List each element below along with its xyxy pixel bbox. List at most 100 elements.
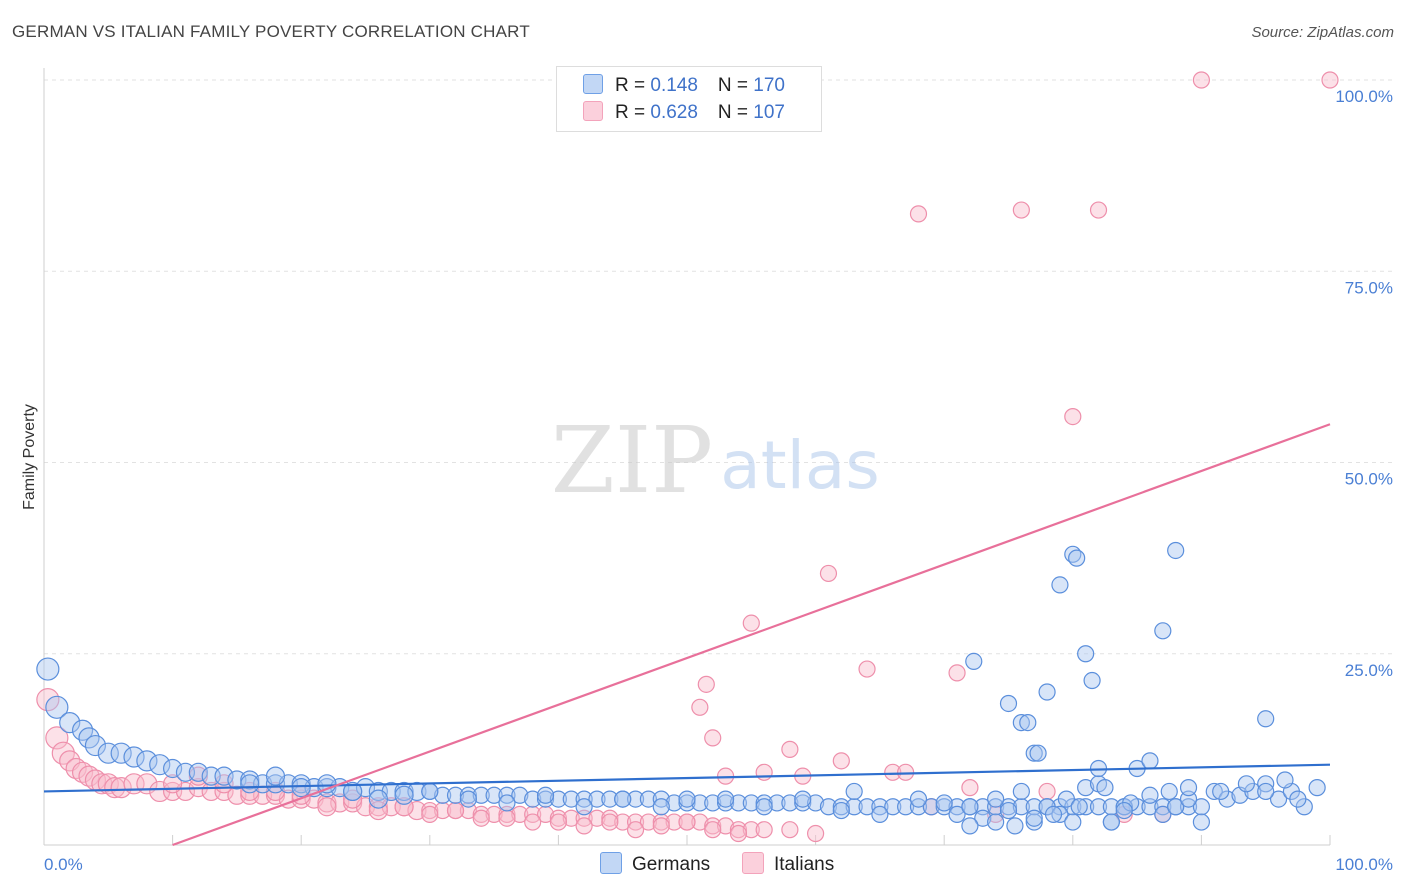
italian-point <box>626 821 645 839</box>
german-point <box>163 758 183 779</box>
italian-point <box>697 675 715 693</box>
german-point <box>1167 541 1185 560</box>
german-n-label: N = <box>717 75 754 96</box>
german-point <box>665 794 683 812</box>
italian-point <box>394 797 414 817</box>
italian-point <box>716 817 735 835</box>
german-r-value: 0.148 <box>650 75 698 96</box>
italian-point <box>472 809 490 827</box>
german-point <box>1044 805 1063 824</box>
german-point <box>1019 713 1037 732</box>
italian-point <box>317 797 337 817</box>
italian-point <box>1038 782 1056 801</box>
italian-point <box>421 805 439 824</box>
germans-legend-label: Germans <box>632 854 711 875</box>
italian-point <box>1064 408 1082 426</box>
x-tick-labels: 0.0% 100.0% <box>44 855 1393 874</box>
german-point <box>742 794 760 812</box>
german-point <box>1205 782 1223 801</box>
german-swatch <box>583 74 603 94</box>
italian-trend-line <box>172 423 1331 847</box>
source-label: Source: ZipAtlas.com <box>1251 24 1394 41</box>
german-point <box>832 798 850 816</box>
german-point <box>1237 775 1256 793</box>
german-point <box>614 790 632 808</box>
watermark-atlas: atlas <box>720 427 880 504</box>
german-point <box>1154 622 1172 640</box>
italian-point <box>97 773 119 795</box>
german-point <box>1025 813 1043 831</box>
german-point <box>446 786 465 804</box>
german-point <box>1257 710 1275 728</box>
italian-point <box>575 817 593 835</box>
german-point <box>794 794 812 812</box>
german-point <box>819 798 838 816</box>
german-point <box>678 794 696 812</box>
german-point <box>1064 813 1082 831</box>
italian-point <box>652 813 670 831</box>
italian-point <box>588 809 606 827</box>
german-point <box>149 754 171 776</box>
y-tick-label: 75.0% <box>1345 278 1393 297</box>
italian-point <box>614 813 632 831</box>
german-point <box>806 794 825 812</box>
italian-point <box>343 789 363 809</box>
italian-point <box>806 824 825 843</box>
german-point <box>1289 790 1307 808</box>
german-point <box>459 786 477 804</box>
german-n-value: 170 <box>753 75 785 96</box>
italian-point <box>1012 201 1030 219</box>
german-trend-line <box>43 763 1331 793</box>
italian-points <box>36 71 1339 843</box>
german-point <box>768 794 786 812</box>
italian-point <box>704 729 722 747</box>
italian-point <box>446 801 465 820</box>
german-point <box>536 790 555 808</box>
german-point <box>1070 798 1088 816</box>
italian-point <box>485 805 503 824</box>
german-point <box>1012 798 1030 816</box>
german-point <box>459 790 477 808</box>
german-point <box>845 782 863 801</box>
german-point <box>1167 798 1185 816</box>
series-legend-italians: Italians <box>742 852 834 876</box>
italian-point <box>1089 201 1108 219</box>
german-point <box>1192 813 1211 831</box>
italian-point <box>472 805 490 824</box>
italian-point <box>961 779 979 797</box>
german-point <box>562 790 580 808</box>
german-point <box>1077 645 1095 663</box>
x-tick-label: 100.0% <box>1335 855 1393 874</box>
german-point <box>1012 782 1030 801</box>
german-point <box>845 798 863 816</box>
german-point <box>678 790 696 808</box>
german-point <box>343 781 363 802</box>
german-point <box>961 817 979 835</box>
german-point <box>781 794 799 812</box>
italian-point <box>704 821 722 839</box>
german-point <box>1051 805 1069 824</box>
italian-point <box>781 821 799 839</box>
italian-point <box>421 801 439 820</box>
german-point <box>1089 798 1108 816</box>
german-point <box>1308 779 1326 797</box>
german-point <box>368 789 388 809</box>
german-point <box>1102 798 1120 816</box>
german-point <box>1029 744 1047 762</box>
german-point <box>588 790 606 808</box>
italian-point <box>691 698 709 716</box>
german-point <box>897 798 915 816</box>
italian-point <box>665 813 683 831</box>
y-tick-labels: 100.0% 75.0% 50.0% 25.0% <box>1335 87 1393 680</box>
german-point <box>1257 782 1275 801</box>
italian-point <box>562 809 580 827</box>
german-point <box>961 798 979 816</box>
german-point <box>948 805 966 824</box>
german-point <box>965 652 983 671</box>
italian-r-label: R = <box>615 102 651 123</box>
trend-lines <box>43 423 1331 847</box>
german-point <box>987 813 1005 831</box>
italian-r-value: 0.628 <box>650 102 698 123</box>
german-point <box>575 798 593 816</box>
